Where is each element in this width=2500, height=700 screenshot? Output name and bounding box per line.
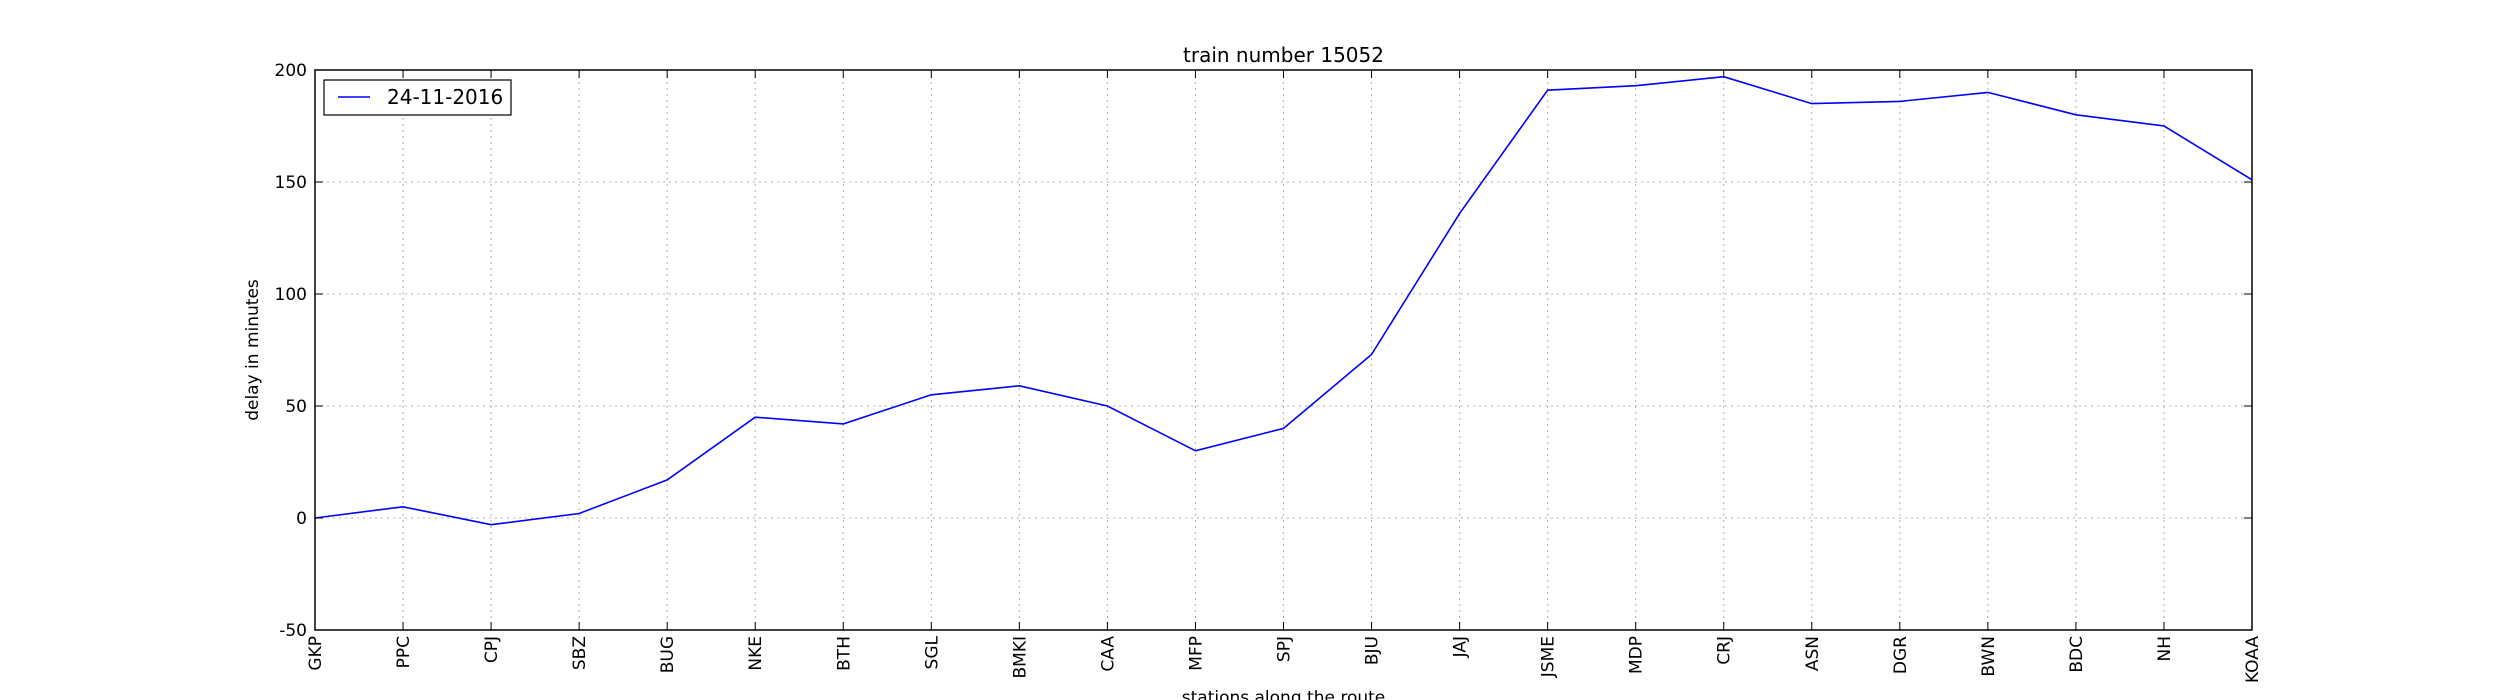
- x-tick-label: NKE: [746, 636, 766, 671]
- x-tick-label: BUG: [658, 636, 678, 673]
- x-tick-label: BDC: [2067, 636, 2087, 673]
- y-tick-label: 150: [275, 173, 307, 193]
- x-tick-label: ASN: [1803, 636, 1823, 671]
- x-tick-label: SGL: [922, 635, 942, 669]
- x-tick-label: JAJ: [1451, 636, 1471, 658]
- y-tick-label: 100: [275, 285, 307, 305]
- y-tick-label: 200: [275, 61, 307, 81]
- y-tick-label: -50: [279, 621, 307, 641]
- x-tick-label: GKP: [306, 636, 326, 671]
- y-tick-label: 0: [296, 509, 307, 529]
- x-tick-label: CAA: [1098, 636, 1118, 672]
- x-axis-label: stations along the route: [1182, 688, 1386, 700]
- x-tick-label: PPC: [394, 636, 414, 668]
- x-tick-label: DGR: [1891, 636, 1911, 674]
- chart-title: train number 15052: [1183, 43, 1384, 67]
- y-axis-label: delay in minutes: [243, 279, 263, 421]
- x-tick-label: BWN: [1979, 636, 1999, 677]
- series-layer: [314, 75, 2253, 526]
- legend-label: 24-11-2016: [387, 85, 503, 109]
- x-tick-label: MDP: [1627, 636, 1647, 674]
- x-tick-label: SBZ: [570, 636, 590, 670]
- x-tick-label: BTH: [834, 636, 854, 671]
- x-tick-label: BMKI: [1010, 636, 1030, 679]
- x-tick-label: MFP: [1186, 636, 1206, 671]
- x-tick-labels: GKP PPC CPJ SBZ BUG NKE BTH SGL BMKI CAA MFP SPJ BJU…: [306, 635, 2263, 683]
- ticks: [314, 69, 2253, 631]
- x-tick-label: CPJ: [482, 636, 502, 663]
- legend: 24-11-2016: [323, 79, 512, 116]
- x-tick-label: SPJ: [1275, 636, 1295, 662]
- x-tick-label: NH: [2155, 636, 2175, 662]
- y-tick-label: 50: [285, 397, 307, 417]
- y-tick-labels: -50 0 50 100 150 200: [275, 61, 307, 641]
- x-tick-label: BJU: [1363, 636, 1383, 665]
- x-tick-label: CRJ: [1715, 636, 1735, 665]
- series-line: [314, 75, 2253, 526]
- x-tick-label: JSME: [1539, 636, 1559, 678]
- x-tick-label: KOAA: [2243, 636, 2263, 683]
